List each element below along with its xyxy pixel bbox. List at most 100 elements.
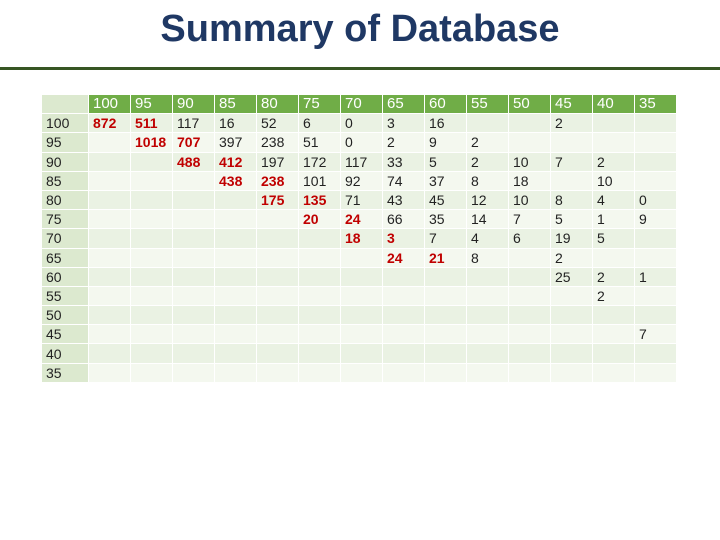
table-cell [466,266,509,287]
row-header: 50 [41,305,89,326]
table-cell: 7 [550,151,593,172]
table-cell: 92 [340,170,383,191]
table-cell: 66 [382,209,425,230]
table-cell [256,305,299,326]
table-cell [88,132,131,153]
table-cell: 5 [424,151,467,172]
table-row: 35 [41,362,677,383]
table-cell: 8 [550,189,593,211]
table-cell [340,324,383,345]
table-cell: 16 [424,113,467,134]
table-cell: 21 [424,247,467,268]
table-cell: 7 [424,228,467,249]
table-cell [298,362,341,383]
table-cell [466,343,509,364]
column-header: 90 [172,93,215,115]
table-row: 65 24 21 8 2 [41,247,677,268]
table-cell: 172 [298,151,341,172]
table-cell [340,266,383,287]
row-header: 40 [41,343,89,364]
table-cell: 18 [340,228,383,249]
table-cell: 33 [382,151,425,172]
table-cell: 2 [592,285,635,307]
table-cell: 12 [466,189,509,211]
table-cell [340,362,383,383]
title-underline [0,67,720,70]
table-cell [382,343,425,364]
table-cell [214,189,257,211]
table-cell: 7 [508,209,551,230]
table-cell [634,170,677,191]
table-cell [466,362,509,383]
table-cell [130,305,173,326]
table-cell [130,247,173,268]
table-cell [172,324,215,345]
table-cell: 412 [214,151,257,172]
table-cell [424,362,467,383]
table-cell: 74 [382,170,425,191]
column-header: 95 [130,93,173,115]
table-cell [508,285,551,307]
column-header: 100 [88,93,131,115]
table-cell [340,285,383,307]
table-cell [550,170,593,191]
row-header: 90 [41,151,89,172]
table-body: 100 872 511 117 16 52 6 0 3 16 2 95 1018 707 397 238 51 0… [41,113,677,383]
table-cell [172,247,215,268]
table-cell [508,113,551,134]
table-cell [592,324,635,345]
table-cell: 2 [466,132,509,153]
summary-table: 100 95 90 85 80 75 70 65 60 55 50 45 40 35 100 872 511 1… [41,93,677,383]
row-header: 75 [41,209,89,230]
table-cell: 101 [298,170,341,191]
table-cell: 71 [340,189,383,211]
table-row: 50 [41,305,677,326]
table-cell [424,324,467,345]
table-row: 40 [41,343,677,364]
table-cell [508,247,551,268]
table-cell: 2 [592,266,635,287]
table-cell [340,305,383,326]
table-cell: 397 [214,132,257,153]
table-cell [130,343,173,364]
table-cell [634,113,677,134]
table-cell [466,113,509,134]
table-row: 100 872 511 117 16 52 6 0 3 16 2 [41,113,677,134]
column-header: 40 [592,93,635,115]
table-cell [172,170,215,191]
table-row: 75 20 24 66 35 14 7 5 1 9 [41,209,677,230]
table-row: 90 488 412 197 172 117 33 5 2 10 7 2 [41,151,677,172]
table-cell: 238 [256,170,299,191]
table-cell: 0 [340,132,383,153]
table-cell [508,132,551,153]
table-cell [340,247,383,268]
table-cell [172,266,215,287]
table-cell [88,228,131,249]
table-cell: 2 [466,151,509,172]
table-cell: 5 [550,209,593,230]
table-cell: 6 [298,113,341,134]
table-cell: 0 [340,113,383,134]
table-cell: 197 [256,151,299,172]
column-header: 35 [634,93,677,115]
table-cell [256,247,299,268]
column-header: 55 [466,93,509,115]
table-cell: 45 [424,189,467,211]
table-cell [172,189,215,211]
row-header: 60 [41,266,89,287]
table-row: 85 438 238 101 92 74 37 8 18 10 [41,170,677,191]
table-cell [634,151,677,172]
table-cell: 4 [466,228,509,249]
table-cell: 14 [466,209,509,230]
table-cell [592,343,635,364]
table-cell [382,362,425,383]
table-cell [508,305,551,326]
row-header: 70 [41,228,89,249]
table-cell [88,305,131,326]
table-cell: 52 [256,113,299,134]
row-header: 80 [41,189,89,211]
table-cell [88,170,131,191]
table-cell [382,305,425,326]
table-cell: 51 [298,132,341,153]
table-cell: 25 [550,266,593,287]
